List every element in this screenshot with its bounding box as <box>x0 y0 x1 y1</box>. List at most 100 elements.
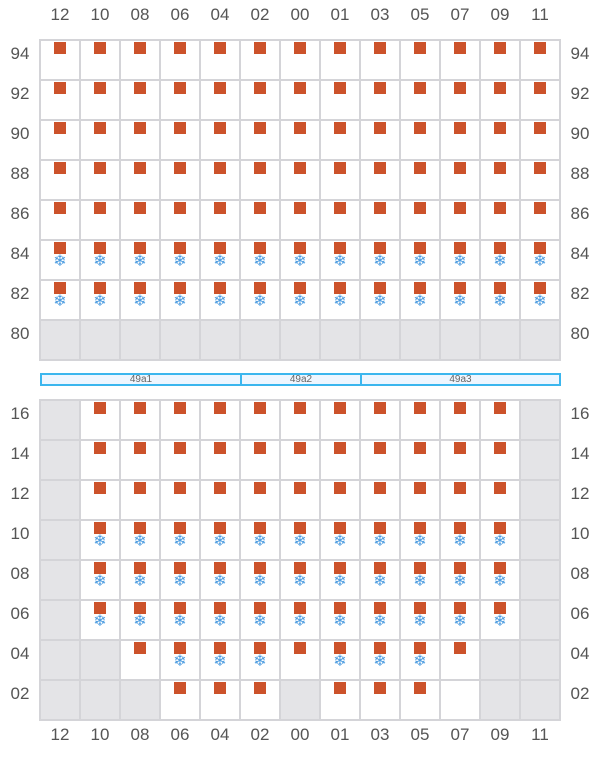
seat-cell[interactable]: ❄ <box>241 601 279 639</box>
seat-cell[interactable] <box>361 161 399 199</box>
seat-cell[interactable] <box>161 161 199 199</box>
seat-cell[interactable] <box>401 41 439 79</box>
seat-cell[interactable] <box>321 441 359 479</box>
seat-cell[interactable] <box>361 81 399 119</box>
seat-cell[interactable] <box>481 41 519 79</box>
seat-cell[interactable]: ❄ <box>161 521 199 559</box>
seat-cell[interactable] <box>321 481 359 519</box>
seat-cell[interactable]: ❄ <box>281 241 319 279</box>
seat-cell[interactable] <box>41 41 79 79</box>
seat-cell[interactable] <box>41 81 79 119</box>
seat-cell[interactable] <box>401 201 439 239</box>
seat-cell[interactable] <box>321 401 359 439</box>
seat-cell[interactable]: ❄ <box>441 241 479 279</box>
seat-cell[interactable] <box>201 681 239 719</box>
seat-cell[interactable] <box>121 441 159 479</box>
seat-cell[interactable]: ❄ <box>41 281 79 319</box>
seat-cell[interactable] <box>241 401 279 439</box>
seat-cell[interactable] <box>161 401 199 439</box>
seat-cell[interactable] <box>281 161 319 199</box>
seat-cell[interactable] <box>201 401 239 439</box>
seat-cell[interactable] <box>441 641 479 679</box>
seat-cell[interactable]: ❄ <box>401 641 439 679</box>
seat-cell[interactable] <box>481 401 519 439</box>
seat-cell[interactable] <box>401 161 439 199</box>
seat-cell[interactable]: ❄ <box>321 641 359 679</box>
seat-cell[interactable]: ❄ <box>81 601 119 639</box>
seat-cell[interactable]: ❄ <box>281 601 319 639</box>
seat-cell[interactable]: ❄ <box>321 601 359 639</box>
seat-cell[interactable] <box>241 161 279 199</box>
seat-cell[interactable] <box>321 121 359 159</box>
seat-cell[interactable]: ❄ <box>441 601 479 639</box>
seat-cell[interactable]: ❄ <box>121 601 159 639</box>
seat-cell[interactable]: ❄ <box>321 521 359 559</box>
seat-cell[interactable]: ❄ <box>281 561 319 599</box>
seat-cell[interactable]: ❄ <box>241 521 279 559</box>
seat-cell[interactable]: ❄ <box>81 521 119 559</box>
seat-cell[interactable] <box>361 441 399 479</box>
seat-cell[interactable]: ❄ <box>201 561 239 599</box>
seat-cell[interactable] <box>441 121 479 159</box>
seat-cell[interactable] <box>241 121 279 159</box>
seat-cell[interactable] <box>201 81 239 119</box>
seat-cell[interactable] <box>121 201 159 239</box>
seat-cell[interactable] <box>401 481 439 519</box>
seat-cell[interactable] <box>241 481 279 519</box>
seat-cell[interactable] <box>121 41 159 79</box>
seat-cell[interactable]: ❄ <box>481 601 519 639</box>
seat-cell[interactable]: ❄ <box>361 281 399 319</box>
seat-cell[interactable] <box>161 121 199 159</box>
seat-cell[interactable] <box>441 201 479 239</box>
seat-cell[interactable] <box>281 121 319 159</box>
seat-cell[interactable]: ❄ <box>161 641 199 679</box>
seat-cell[interactable] <box>161 201 199 239</box>
seat-cell[interactable] <box>321 161 359 199</box>
seat-cell[interactable] <box>441 441 479 479</box>
seat-cell[interactable] <box>81 161 119 199</box>
seat-cell[interactable] <box>161 481 199 519</box>
seat-cell[interactable] <box>241 681 279 719</box>
seat-cell[interactable] <box>121 121 159 159</box>
seat-cell[interactable]: ❄ <box>401 521 439 559</box>
seat-cell[interactable]: ❄ <box>481 561 519 599</box>
seat-cell[interactable]: ❄ <box>201 641 239 679</box>
seat-cell[interactable]: ❄ <box>161 601 199 639</box>
seat-cell[interactable] <box>481 161 519 199</box>
seat-cell[interactable]: ❄ <box>281 521 319 559</box>
seat-cell[interactable] <box>41 121 79 159</box>
seat-cell[interactable]: ❄ <box>281 281 319 319</box>
seat-cell[interactable] <box>201 121 239 159</box>
seat-cell[interactable]: ❄ <box>121 521 159 559</box>
seat-cell[interactable]: ❄ <box>521 281 559 319</box>
seat-cell[interactable] <box>201 481 239 519</box>
seat-cell[interactable] <box>481 121 519 159</box>
seat-cell[interactable] <box>41 161 79 199</box>
seat-cell[interactable] <box>121 81 159 119</box>
seat-cell[interactable] <box>521 41 559 79</box>
seat-cell[interactable]: ❄ <box>401 601 439 639</box>
seat-cell[interactable] <box>321 81 359 119</box>
seat-cell[interactable]: ❄ <box>201 281 239 319</box>
seat-cell[interactable] <box>441 161 479 199</box>
seat-cell[interactable] <box>441 481 479 519</box>
seat-cell[interactable] <box>81 201 119 239</box>
seat-cell[interactable] <box>361 401 399 439</box>
seat-cell[interactable] <box>401 121 439 159</box>
seat-cell[interactable] <box>241 41 279 79</box>
seat-cell[interactable] <box>81 121 119 159</box>
seat-cell[interactable] <box>441 681 479 719</box>
seat-cell[interactable] <box>81 441 119 479</box>
seat-cell[interactable] <box>521 201 559 239</box>
seat-cell[interactable]: ❄ <box>361 561 399 599</box>
seat-cell[interactable] <box>161 681 199 719</box>
seat-cell[interactable] <box>241 441 279 479</box>
seat-cell[interactable] <box>441 41 479 79</box>
seat-cell[interactable]: ❄ <box>241 281 279 319</box>
seat-cell[interactable] <box>121 401 159 439</box>
seat-cell[interactable]: ❄ <box>321 561 359 599</box>
seat-cell[interactable] <box>401 681 439 719</box>
seat-cell[interactable] <box>161 441 199 479</box>
seat-cell[interactable]: ❄ <box>241 561 279 599</box>
seat-cell[interactable] <box>201 441 239 479</box>
